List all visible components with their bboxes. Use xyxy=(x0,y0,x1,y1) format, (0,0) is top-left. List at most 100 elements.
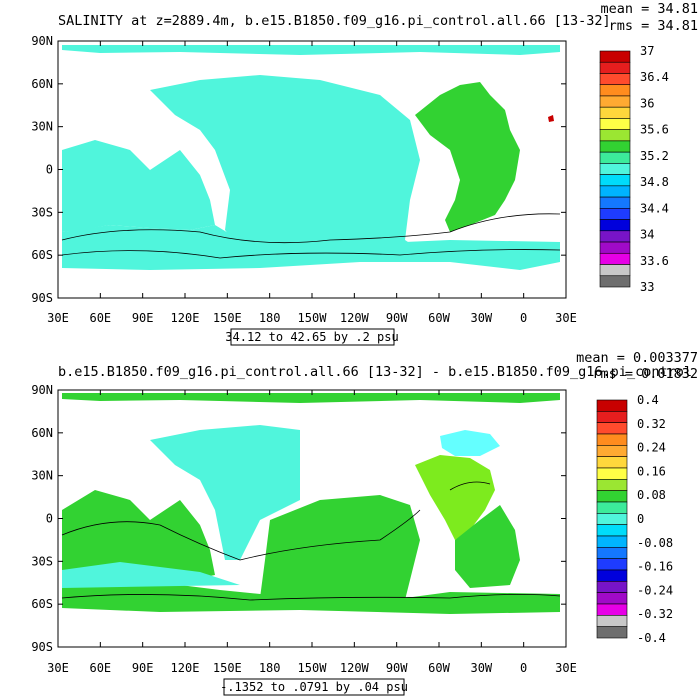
y-tick-label: 90N xyxy=(31,34,53,48)
colorbar-swatch xyxy=(599,252,631,265)
x-tick-label: 30E xyxy=(555,661,577,675)
panel-1-colorbar: 37 36.4 36 35.6 35.2 34.8 34.4 34 33.6 33 xyxy=(599,44,669,294)
colorbar-swatch xyxy=(596,524,628,537)
colorbar-swatch xyxy=(596,501,628,514)
p2-north-atlantic xyxy=(415,455,495,540)
colorbar-swatch xyxy=(599,275,631,288)
p2-pacific-west xyxy=(150,425,300,560)
y-tick-label: 60S xyxy=(31,597,53,611)
y-tick-label: 30N xyxy=(31,469,53,483)
y-tick-label: 0 xyxy=(46,512,53,526)
colorbar-swatch xyxy=(599,163,631,175)
panel-2-colorbar: 0.4 0.32 0.24 0.16 0.08 0 -0.08 -0.16 -0.24 -0.32… xyxy=(596,393,673,645)
panel-1-map xyxy=(61,45,561,270)
colorbar-swatch xyxy=(596,445,628,457)
p2-pacific-east xyxy=(260,495,420,600)
colorbar-swatch xyxy=(599,241,631,254)
colorbar-label: -0.16 xyxy=(637,560,673,574)
colorbar-swatch xyxy=(596,411,628,423)
colorbar-swatch xyxy=(599,208,631,220)
panel-1-range-label: 34.12 to 42.65 by .2 psu xyxy=(225,330,398,344)
colorbar-swatch xyxy=(596,535,628,548)
colorbar-label: -0.24 xyxy=(637,583,673,597)
y-tick-label: 30S xyxy=(31,205,53,219)
p1-contour-2 xyxy=(61,249,561,259)
colorbar-swatch xyxy=(596,603,628,616)
colorbar-swatch xyxy=(599,61,631,74)
colorbar-label: 36 xyxy=(640,96,654,110)
y-tick-label: 60N xyxy=(31,426,53,440)
panel-1-range-box xyxy=(230,328,395,346)
panel-1: SALINITY at z=2889.4m, b.e15.B1850.f09_g… xyxy=(31,1,698,346)
panel-2-range-label: -.1352 to .0791 by .04 psu xyxy=(220,680,408,694)
x-tick-label: 30E xyxy=(555,311,577,325)
panel-2-mean: mean = 0.003377 xyxy=(576,350,698,366)
p2-indian-ocean xyxy=(62,490,215,582)
colorbar-swatch xyxy=(596,456,628,469)
colorbar-swatch xyxy=(599,95,631,108)
colorbar-label: -0.32 xyxy=(637,607,673,621)
x-tick-label: 120W xyxy=(340,661,370,675)
p2-arctic-ocean xyxy=(62,393,560,403)
p2-contour-1 xyxy=(61,509,421,561)
colorbar-swatch xyxy=(596,558,628,571)
colorbar-swatch xyxy=(599,140,631,153)
colorbar-label: 33.6 xyxy=(640,254,669,268)
colorbar-swatch xyxy=(596,569,628,582)
panel-2-rms: rms = 0.01832 xyxy=(592,366,698,382)
p2-contour-3 xyxy=(449,481,491,491)
colorbar-swatch xyxy=(596,513,628,525)
colorbar-swatch xyxy=(596,490,628,503)
colorbar-swatch xyxy=(599,106,631,119)
p1-indian-ocean xyxy=(62,140,215,232)
colorbar-label: 0.32 xyxy=(637,417,666,431)
colorbar-swatch xyxy=(599,174,631,187)
colorbar-swatch xyxy=(596,467,628,480)
panel-1-mean: mean = 34.81 xyxy=(600,1,698,17)
panel-1-axes: 90N 60N 30N 0 30S 60S 90S 30E 60E 90E 120E 150E 180 1… xyxy=(31,34,577,325)
x-tick-label: 60W xyxy=(428,661,450,675)
colorbar-label: 34.8 xyxy=(640,175,669,189)
colorbar-label: 0 xyxy=(637,512,644,526)
colorbar-swatch xyxy=(596,592,628,605)
colorbar-swatch xyxy=(596,626,628,639)
panel-1-title: SALINITY at z=2889.4m, b.e15.B1850.f09_g… xyxy=(58,13,611,29)
p2-contour-2 xyxy=(61,594,561,601)
y-tick-label: 90S xyxy=(31,640,53,654)
p2-arctic-fresh-patch xyxy=(440,430,500,456)
y-tick-label: 30N xyxy=(31,120,53,134)
colorbar-swatch xyxy=(596,615,628,627)
x-tick-label: 180 xyxy=(259,311,281,325)
x-tick-label: 120E xyxy=(171,311,200,325)
colorbar-swatch xyxy=(599,196,631,209)
p1-southern-ocean xyxy=(62,225,560,270)
panel-2-title: b.e15.B1850.f09_g16.pi_control.all.66 [1… xyxy=(58,364,692,380)
colorbar-swatch xyxy=(599,129,631,142)
x-tick-label: 120E xyxy=(171,661,200,675)
p1-atlantic-ocean xyxy=(415,82,520,232)
colorbar-swatch xyxy=(596,433,628,446)
x-tick-label: 90E xyxy=(132,661,154,675)
panel-1-rms: rms = 34.81 xyxy=(609,18,698,34)
p1-arctic-ocean xyxy=(62,45,560,55)
colorbar-swatch xyxy=(596,399,628,412)
colorbar-label: -0.08 xyxy=(637,536,673,550)
x-tick-label: 90W xyxy=(386,311,408,325)
x-tick-label: 30E xyxy=(47,661,69,675)
colorbar-label: -0.4 xyxy=(637,631,666,645)
p1-high-salinity-spot xyxy=(548,115,554,122)
x-tick-label: 150W xyxy=(298,661,328,675)
y-tick-label: 90N xyxy=(31,383,53,397)
panel-2-axes: 90N 60N 30N 0 30S 60S 90S 30E 60E 90E 120E 150E 180 1… xyxy=(31,383,577,675)
x-tick-label: 0 xyxy=(520,661,527,675)
colorbar-label: 34 xyxy=(640,228,654,242)
panel-2-map xyxy=(61,393,561,614)
p1-pacific-ocean xyxy=(150,75,420,250)
y-tick-label: 30S xyxy=(31,554,53,568)
colorbar-label: 35.6 xyxy=(640,123,669,137)
y-tick-label: 0 xyxy=(46,163,53,177)
colorbar-label: 35.2 xyxy=(640,149,669,163)
colorbar-swatch xyxy=(599,50,631,63)
colorbar-label: 36.4 xyxy=(640,70,669,84)
